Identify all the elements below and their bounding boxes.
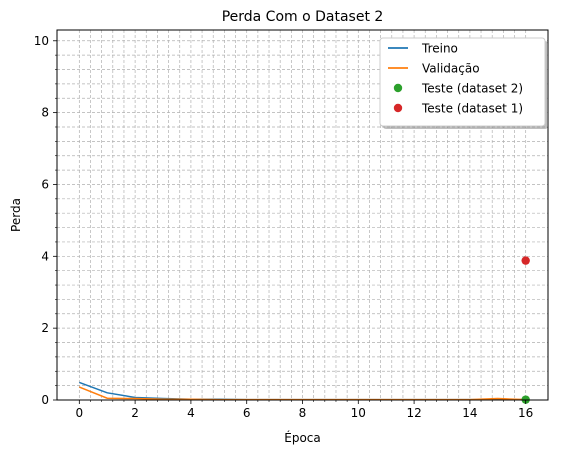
y-axis-label: Perda [9,198,23,232]
y-tick-label: 6 [41,177,49,191]
y-tick-label: 4 [41,249,49,263]
legend-swatch-teste-dataset-2 [393,83,403,93]
series-layer [79,256,530,404]
y-tick-label: 0 [41,393,49,407]
x-tick-label: 10 [351,406,366,420]
data-point-teste-dataset-1 [521,256,530,265]
x-tick-label: 14 [462,406,477,420]
y-tick-label: 10 [34,34,49,48]
legend-label-teste-dataset-1: Teste (dataset 1) [421,102,523,116]
legend-label-treino: Treino [421,42,458,56]
x-tick-label: 6 [243,406,251,420]
y-tick-label: 2 [41,321,49,335]
axes: 0 2 4 6 8 10 12 14 16 0 2 4 6 8 10 [34,34,534,420]
x-tick-label: 2 [131,406,139,420]
x-axis-label: Época [284,430,321,445]
x-tick-label: 0 [75,406,83,420]
x-tick-label: 4 [187,406,195,420]
legend-box [379,37,546,127]
legend-label-valida-o: Validação [422,62,480,76]
chart-title: Perda Com o Dataset 2 [222,9,384,25]
x-tick-label: 12 [406,406,421,420]
y-tick-label: 8 [41,106,49,120]
legend: Treino Validação Teste (dataset 2) Teste (d… [379,37,548,129]
x-tick-label: 8 [299,406,307,420]
x-tick-label: 16 [518,406,533,420]
legend-label-teste-dataset-2: Teste (dataset 2) [421,82,523,96]
legend-swatch-teste-dataset-1 [393,103,403,113]
